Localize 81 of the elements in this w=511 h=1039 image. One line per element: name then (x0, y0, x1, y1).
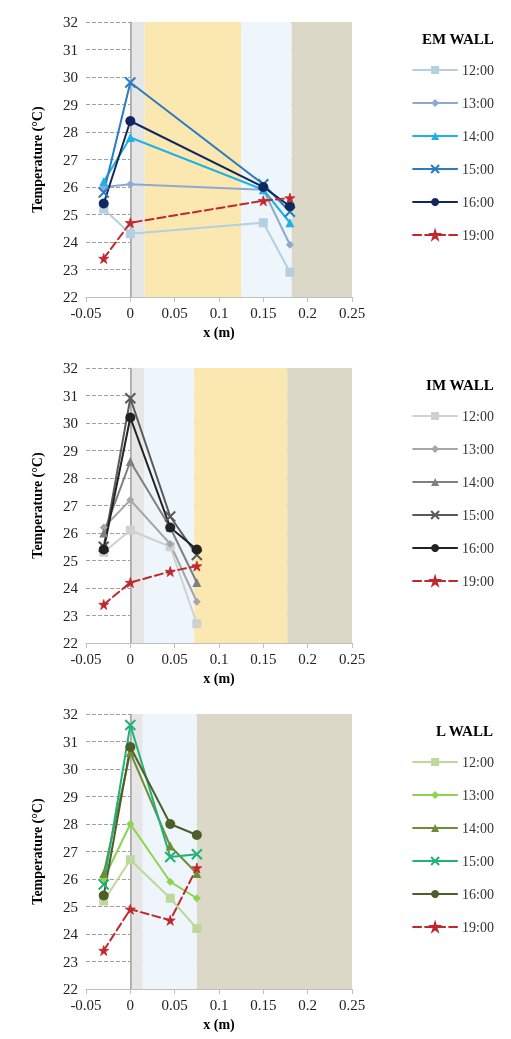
x-axis-title: x (m) (203, 670, 236, 687)
x-tick-label: 0.2 (298, 650, 318, 667)
x-tick-label: 0 (126, 650, 135, 667)
y-tick-label: 26 (63, 871, 79, 887)
y-tick-label: 24 (63, 580, 79, 596)
legend-label: 16:00 (462, 886, 494, 902)
legend-label: 12:00 (462, 408, 494, 424)
x-tick-label: 0.1 (209, 996, 229, 1013)
y-tick-label: 32 (63, 706, 78, 722)
legend-title: L WALL (436, 722, 493, 739)
legend-label: 16:00 (462, 194, 494, 210)
legend-title: IM WALL (426, 376, 494, 393)
y-tick-label: 32 (63, 360, 78, 376)
y-tick-label: 29 (63, 96, 78, 113)
x-tick-label: 0 (126, 996, 135, 1013)
x-tick-label: 0.05 (161, 996, 188, 1013)
y-tick-label: 29 (63, 788, 78, 805)
y-tick-label: 28 (63, 124, 78, 140)
legend-label: 15:00 (462, 853, 494, 869)
legend-label: 12:00 (462, 754, 494, 770)
legend-label: 15:00 (462, 161, 494, 177)
y-tick-label: 24 (63, 926, 79, 942)
legend-label: 19:00 (462, 573, 494, 589)
y-tick-label: 28 (63, 816, 78, 832)
y-tick-label: 24 (63, 234, 79, 250)
x-tick-label: 0.1 (209, 304, 229, 321)
x-tick-label: 0.15 (250, 304, 277, 321)
legend-label: 14:00 (462, 128, 494, 144)
legend-title: EM WALL (421, 30, 494, 47)
y-tick-label: 30 (63, 415, 78, 431)
x-tick-label: -0.05 (70, 996, 102, 1013)
x-tick-label: 0.1 (209, 650, 229, 667)
y-tick-label: 27 (63, 497, 79, 514)
x-axis-title: x (m) (203, 1016, 236, 1033)
y-tick-label: 32 (63, 14, 78, 30)
legend-label: 12:00 (462, 62, 494, 78)
y-axis-title: Temperature (°C) (29, 452, 46, 559)
x-tick-label: 0.05 (161, 304, 188, 321)
x-tick-label: -0.05 (70, 650, 102, 667)
y-axis-title: Temperature (°C) (29, 798, 46, 905)
legend-label: 14:00 (462, 474, 494, 490)
y-axis-title: Temperature (°C) (29, 106, 46, 213)
y-tick-label: 31 (63, 387, 78, 404)
y-tick-label: 31 (63, 41, 78, 58)
y-tick-label: 27 (63, 151, 79, 168)
y-tick-label: 22 (63, 289, 78, 305)
legend-label: 14:00 (462, 820, 494, 836)
y-tick-label: 23 (63, 261, 78, 278)
legend-label: 16:00 (462, 540, 494, 556)
legend-label: 13:00 (462, 441, 494, 457)
x-axis-title: x (m) (203, 324, 236, 341)
x-tick-label: 0.05 (161, 650, 188, 667)
legend-label: 13:00 (462, 787, 494, 803)
x-tick-label: 0.25 (338, 304, 366, 321)
x-tick-label: 0.25 (338, 996, 366, 1013)
y-tick-label: 22 (63, 981, 78, 997)
x-tick-label: 0.2 (298, 996, 318, 1013)
y-tick-label: 27 (63, 843, 79, 860)
y-tick-label: 25 (63, 552, 78, 569)
x-tick-label: 0 (126, 304, 135, 321)
y-tick-label: 22 (63, 635, 78, 651)
y-tick-label: 30 (63, 69, 78, 85)
legend-label: 13:00 (462, 95, 494, 111)
y-tick-label: 25 (63, 206, 78, 223)
x-tick-label: -0.05 (70, 304, 102, 321)
x-tick-label: 0.15 (250, 650, 277, 667)
y-tick-label: 29 (63, 442, 78, 459)
y-tick-label: 23 (63, 953, 78, 970)
legend-label: 19:00 (462, 919, 494, 935)
y-tick-label: 26 (63, 525, 79, 541)
y-tick-label: 23 (63, 607, 78, 624)
y-tick-label: 26 (63, 179, 79, 195)
x-tick-label: 0.2 (298, 304, 318, 321)
x-tick-label: 0.25 (338, 650, 366, 667)
y-tick-label: 31 (63, 733, 78, 750)
legend-label: 15:00 (462, 507, 494, 523)
y-tick-label: 25 (63, 898, 78, 915)
y-tick-label: 28 (63, 470, 78, 486)
legend-label: 19:00 (462, 227, 494, 243)
y-tick-label: 30 (63, 761, 78, 777)
x-tick-label: 0.15 (250, 996, 277, 1013)
